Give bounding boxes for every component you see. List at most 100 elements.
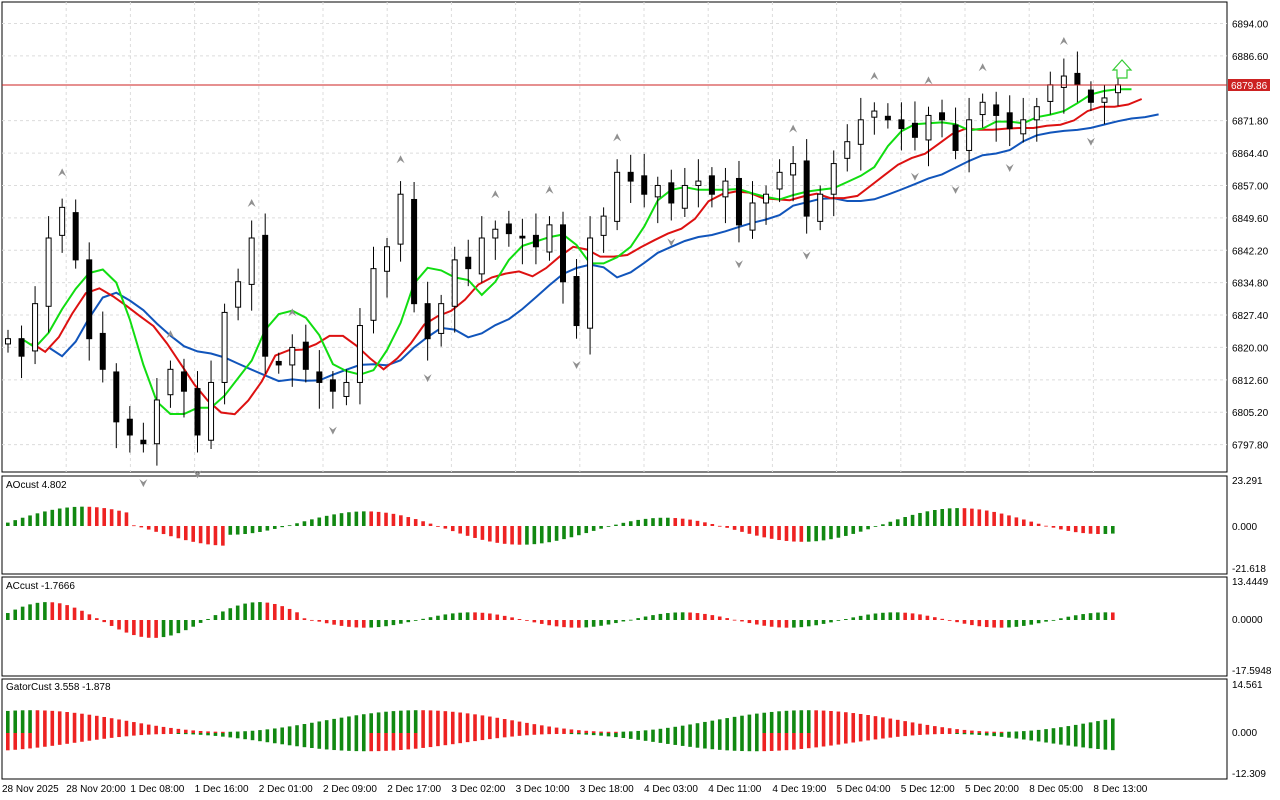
histogram-bar xyxy=(554,526,559,541)
histogram-bar xyxy=(169,526,173,537)
histogram-bar xyxy=(999,513,1004,526)
histogram-bar xyxy=(517,526,522,545)
gator-lower-bar xyxy=(666,733,670,744)
histogram-bar xyxy=(792,620,796,628)
candle-body xyxy=(384,246,391,272)
candle-body xyxy=(289,346,296,366)
alligator-jaw-line xyxy=(48,113,1159,383)
histogram-bar xyxy=(287,608,292,620)
gator-lower-bar xyxy=(858,733,863,742)
candle-body xyxy=(1033,106,1040,121)
histogram-bar xyxy=(1073,526,1078,533)
histogram-bar xyxy=(488,526,492,542)
histogram-bar xyxy=(280,526,284,528)
ac-tick-zero: 0.0000 xyxy=(1232,615,1263,626)
gator-lower-bar xyxy=(406,733,411,750)
gator-upper-bar xyxy=(1059,727,1063,733)
gator-lower-bar xyxy=(962,733,967,735)
gator-upper-bar xyxy=(65,712,69,733)
gator-upper-bar xyxy=(688,724,692,733)
gator-lower-bar xyxy=(1088,733,1093,749)
histogram-bar xyxy=(881,524,885,526)
gator-upper-bar xyxy=(992,731,996,733)
gator-upper-bar xyxy=(792,710,796,733)
gator-lower-bar xyxy=(510,733,514,737)
gator-lower-bar xyxy=(525,733,529,736)
gator-upper-bar xyxy=(999,731,1004,733)
histogram-bar xyxy=(228,608,233,620)
histogram-bar xyxy=(354,511,359,526)
gator-upper-bar xyxy=(80,713,84,733)
histogram-bar xyxy=(235,526,240,535)
histogram-bar xyxy=(836,526,841,538)
gator-lower-bar xyxy=(161,733,166,735)
gator-lower-bar xyxy=(361,733,366,752)
histogram-bar xyxy=(480,526,485,540)
gator-lower-bar xyxy=(258,733,262,742)
down-fractal-icon xyxy=(328,426,337,435)
candle-body xyxy=(153,399,160,445)
gator-indicator-panel[interactable] xyxy=(1,678,1228,780)
histogram-bar xyxy=(769,526,774,539)
down-fractal-icon xyxy=(910,172,919,181)
candle-body xyxy=(587,237,594,329)
histogram-bar xyxy=(310,519,314,526)
gator-lower-bar xyxy=(628,733,633,739)
histogram-bar xyxy=(925,511,930,526)
histogram-bar xyxy=(87,614,92,620)
gator-lower-bar xyxy=(280,733,284,745)
gator-upper-bar xyxy=(658,728,663,733)
histogram-bar xyxy=(139,526,144,528)
histogram-bar xyxy=(265,526,270,531)
gator-upper-bar xyxy=(94,715,99,733)
histogram-bar xyxy=(962,508,967,526)
histogram-bar xyxy=(421,521,425,526)
main-price-panel[interactable] xyxy=(1,1,1228,473)
gator-upper-bar xyxy=(1014,731,1019,733)
histogram-bar xyxy=(443,526,448,529)
histogram-bar xyxy=(221,526,225,546)
candle-body xyxy=(627,171,634,182)
histogram-bar xyxy=(643,518,648,526)
gator-upper-bar xyxy=(1073,724,1078,733)
histogram-bar xyxy=(1096,526,1100,535)
histogram-bar xyxy=(391,513,396,526)
gator-lower-bar xyxy=(873,733,878,740)
histogram-bar xyxy=(910,613,915,620)
histogram-bar xyxy=(1073,615,1078,620)
histogram-bar xyxy=(465,526,470,536)
histogram-bar xyxy=(747,526,752,534)
histogram-bar xyxy=(332,514,336,526)
gator-lower-bar xyxy=(517,733,522,736)
histogram-bar xyxy=(295,612,299,620)
histogram-bar xyxy=(732,526,737,530)
gator-lower-bar xyxy=(577,733,581,735)
histogram-bar xyxy=(725,526,729,528)
gator-upper-bar xyxy=(673,726,678,733)
time-tick-label: 3 Dec 18:00 xyxy=(580,784,634,795)
candle-body xyxy=(126,418,133,436)
gator-upper-bar xyxy=(732,716,737,733)
gator-lower-bar xyxy=(562,733,566,734)
histogram-bar xyxy=(1036,620,1041,624)
histogram-bar xyxy=(829,620,833,623)
histogram-bar xyxy=(651,518,655,526)
gator-lower-bar xyxy=(903,733,907,737)
histogram-bar xyxy=(910,514,915,526)
gator-lower-bar xyxy=(465,733,470,743)
histogram-bar xyxy=(450,526,455,532)
ac-indicator-panel[interactable] xyxy=(1,576,1228,677)
histogram-bar xyxy=(302,618,307,620)
candle-body xyxy=(695,180,702,186)
histogram-bar xyxy=(984,510,989,526)
gator-lower-bar xyxy=(636,733,640,740)
histogram-bar xyxy=(658,613,663,620)
gator-upper-bar xyxy=(72,712,77,733)
candle-body xyxy=(99,332,106,370)
candle-body xyxy=(438,303,445,334)
gator-upper-bar xyxy=(844,712,848,733)
histogram-bar xyxy=(1036,523,1041,526)
histogram-bar xyxy=(421,618,425,620)
gator-lower-bar xyxy=(918,733,922,735)
